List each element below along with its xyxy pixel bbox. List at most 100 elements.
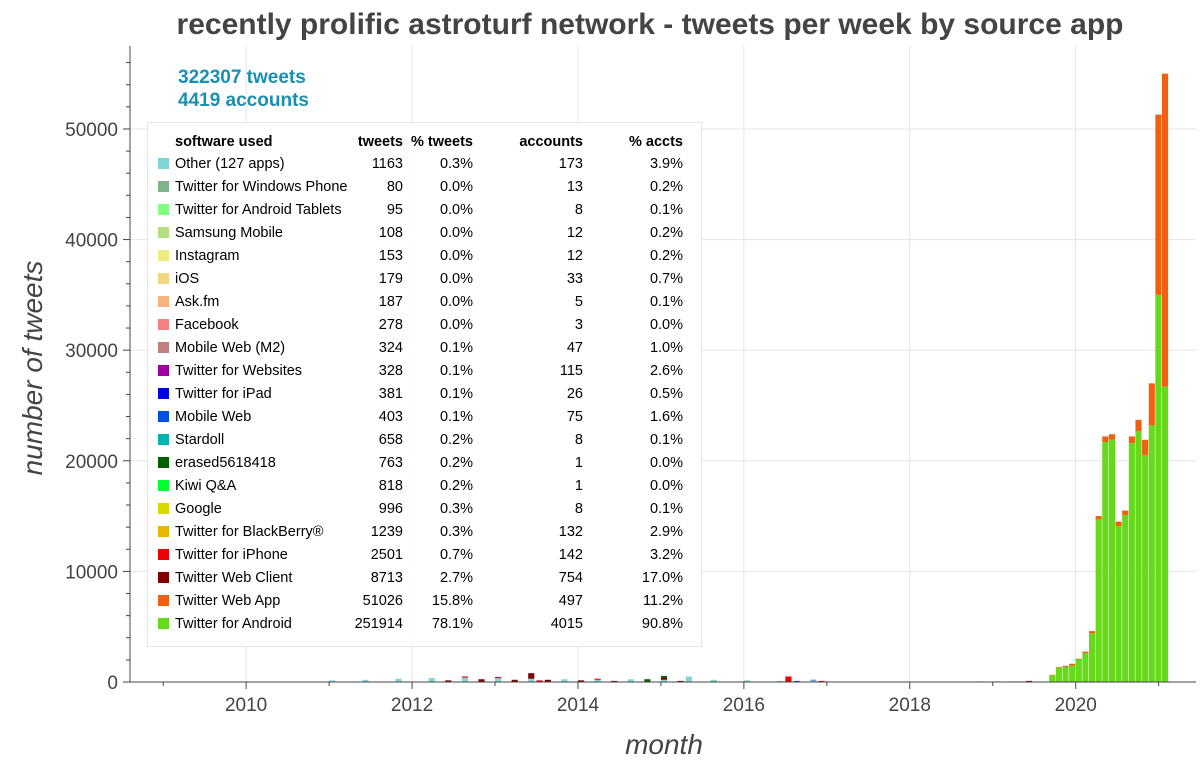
legend-swatch [158,204,169,215]
legend-accounts: 497 [558,593,583,609]
legend-app-name: Twitter for Android Tablets [175,202,342,218]
legend-app-name: Twitter for iPhone [175,547,288,563]
bar-segment [777,680,784,682]
legend-tweets: 996 [378,501,403,517]
legend-pct-accts: 0.2% [649,225,683,241]
legend-item: Other (127 apps) 1163 0.3% 173 3.9% [148,153,701,175]
legend-item: Stardoll 658 0.2% 8 0.1% [148,429,701,451]
legend-swatch [158,572,169,583]
bars [329,73,1169,682]
legend-item: Instagram 153 0.0% 12 0.2% [148,245,701,267]
bar-segment [1155,294,1162,682]
legend-pct-tweets: 0.3% [439,501,473,517]
legend-swatch [158,319,169,330]
bar-segment [1142,439,1149,456]
legend-pct-tweets: 0.0% [439,225,473,241]
bar-segment [1055,667,1062,682]
legend-pct-accts: 0.0% [649,478,683,494]
legend-swatch [158,227,169,238]
legend-tweets: 1163 [371,156,403,172]
legend-accounts: 132 [558,524,583,540]
legend-accounts: 8 [574,202,583,218]
bar-segment [1069,663,1076,666]
legend-tweets: 658 [378,432,403,448]
legend-pct-accts: 0.1% [649,501,683,517]
legend-header-tweets: tweets [357,134,403,150]
legend-tweets: 80 [386,179,403,195]
legend-app-name: Twitter for iPad [175,386,272,402]
legend-pct-tweets: 0.2% [439,455,473,471]
bar-segment [577,680,585,682]
y-tick-label: 10000 [65,562,118,583]
legend-tweets: 278 [378,317,403,333]
legend-pct-tweets: 0.2% [439,432,473,448]
legend-item: Samsung Mobile 108 0.0% 12 0.2% [148,222,701,244]
legend-item: Kiwi Q&A 818 0.2% 1 0.0% [148,475,701,497]
legend-pct-accts: 0.0% [649,317,683,333]
bar-segment [594,679,601,682]
legend-pct-tweets: 0.0% [439,179,473,195]
legend-tweets: 251914 [354,616,403,632]
legend-swatch [158,503,169,514]
legend-pct-accts: 11.2% [642,593,683,609]
legend-app-name: Twitter Web Client [175,570,293,586]
legend-accounts: 47 [566,340,583,356]
legend-tweets: 95 [386,202,403,218]
y-tick-label: 30000 [65,341,118,362]
legend-pct-accts: 0.0% [649,455,683,471]
bar-segment [1095,516,1102,520]
bar-segment [445,680,452,682]
legend-item: Twitter for Websites 328 0.1% 115 2.6% [148,360,701,382]
legend-accounts: 142 [558,547,583,563]
legend-item: Twitter for Android Tablets 95 0.0% 8 0.1% [148,199,701,221]
bar-segment [1128,443,1135,682]
bar-segment [1122,514,1129,682]
legend-tweets: 1239 [370,524,403,540]
legend-pct-accts: 3.2% [649,547,683,563]
legend-item: erased5618418 763 0.2% 1 0.0% [148,452,701,474]
legend-tweets: 763 [378,455,403,471]
bar-segment [1025,680,1033,682]
x-tick-label: 2010 [225,695,267,716]
legend-swatch [158,342,169,353]
legend-pct-tweets: 0.0% [439,248,473,264]
bar-segment [1069,665,1076,682]
bar-segment [528,678,535,682]
bar-segment [395,678,402,682]
bar-segment [1075,658,1082,660]
legend-accounts: 4015 [550,616,583,632]
bar-segment [561,679,568,682]
bar-segment [1088,633,1096,682]
legend-app-name: Facebook [175,317,239,333]
legend-accounts: 1 [574,455,583,471]
x-tick-label: 2018 [889,695,931,716]
legend-app-name: Twitter for BlackBerry® [175,524,324,540]
bar-segment [1128,436,1135,444]
legend-tweets: 328 [378,363,403,379]
bar-segment [495,677,502,679]
bar-segment [710,679,717,682]
legend-pct-tweets: 0.1% [439,340,473,356]
legend-accounts: 1 [574,478,583,494]
legend-pct-accts: 90.8% [641,616,683,632]
legend-pct-accts: 0.7% [649,271,683,287]
legend-accounts: 26 [566,386,583,402]
legend-swatch [158,181,169,192]
bar-segment [611,680,618,682]
bar-segment [743,680,751,682]
y-tick-label: 20000 [65,452,118,473]
legend-pct-tweets: 0.0% [439,317,473,333]
legend-pct-accts: 0.2% [649,248,683,264]
y-tick-label: 0 [107,673,118,694]
legend-accounts: 3 [574,317,583,333]
bar-segment [1155,114,1162,295]
bar-segment [1115,526,1122,682]
legend-accounts: 754 [558,570,583,586]
bar-segment [1049,675,1056,682]
legend-app-name: Twitter for Windows Phone [175,179,348,195]
bar-segment [362,679,369,682]
legend-pct-tweets: 0.3% [439,156,473,172]
legend-tweets: 403 [378,409,403,425]
legend-tweets: 108 [378,225,403,241]
legend-swatch [158,618,169,629]
